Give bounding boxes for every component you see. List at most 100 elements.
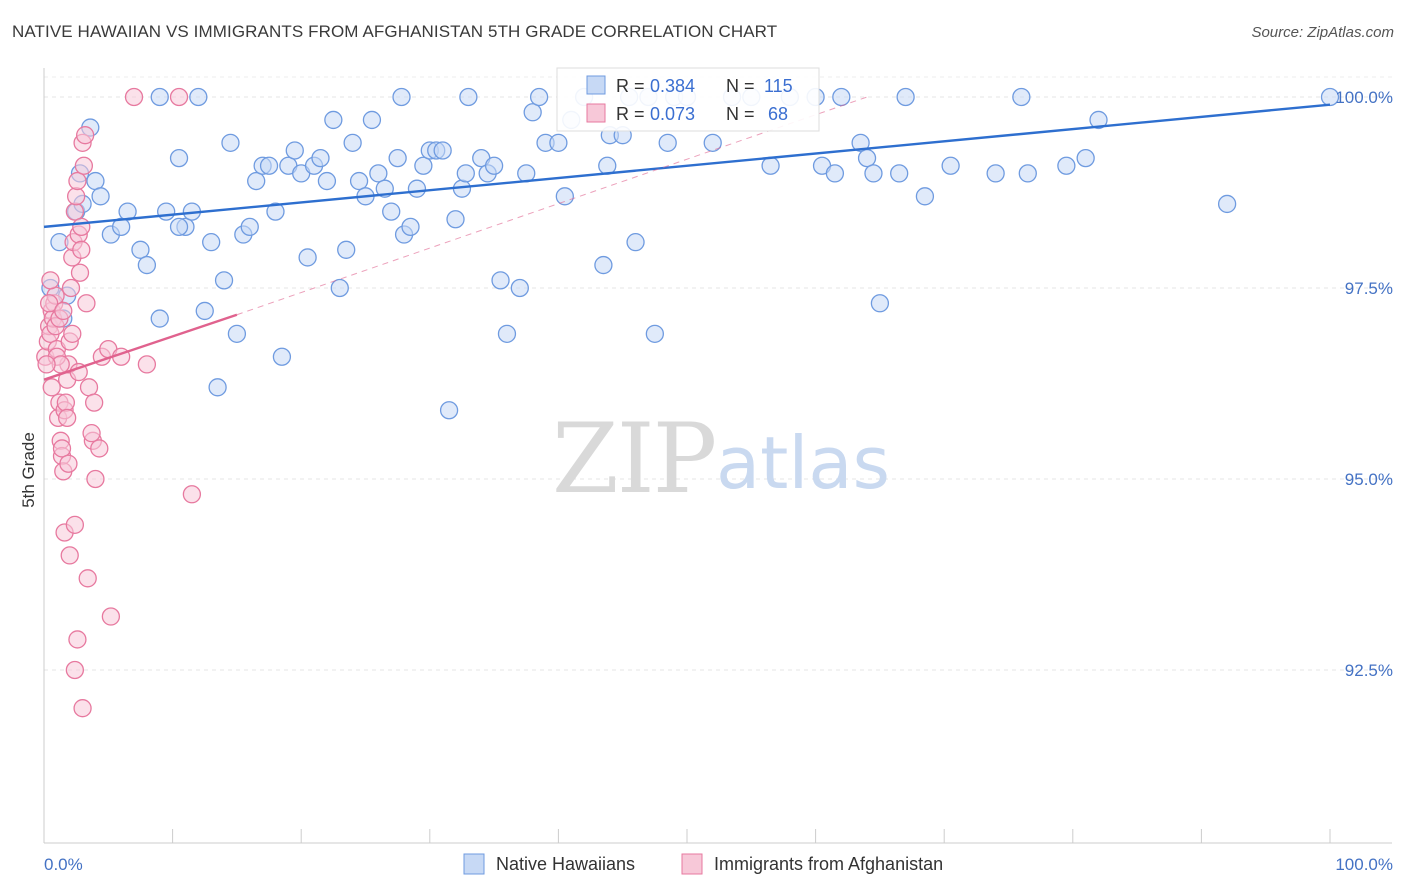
point-0-68 <box>549 133 568 152</box>
point-1-34 <box>86 469 105 489</box>
point-0-72 <box>594 255 613 275</box>
point-0-93 <box>915 187 935 206</box>
source-label: Source: ZipAtlas.com <box>1251 24 1394 41</box>
legend-swatch-pink <box>586 103 606 123</box>
point-1-44 <box>60 546 79 565</box>
point-1-43 <box>65 515 85 534</box>
point-0-108 <box>150 87 169 107</box>
point-1-49 <box>73 699 92 718</box>
point-0-34 <box>311 148 330 168</box>
chart-title: NATIVE HAWAIIAN VS IMMIGRANTS FROM AFGHA… <box>12 22 778 41</box>
series-1 <box>36 87 202 718</box>
point-0-48 <box>401 217 420 237</box>
point-1-22 <box>65 202 85 221</box>
gridlines <box>44 76 1392 671</box>
point-0-12 <box>150 309 169 328</box>
point-0-78 <box>658 133 677 152</box>
point-1-57 <box>82 424 101 443</box>
point-1-27 <box>72 240 91 259</box>
point-1-45 <box>78 569 97 588</box>
legend-n-label-1: N = <box>726 76 755 96</box>
point-0-27 <box>266 202 285 221</box>
legend-n-value-1: 115 <box>764 76 793 96</box>
point-0-116 <box>392 87 411 107</box>
point-0-58 <box>459 87 478 107</box>
point-0-6 <box>86 171 105 191</box>
point-0-13 <box>157 202 176 221</box>
point-1-26 <box>70 263 90 282</box>
legend-swatch-native-hawaiians <box>463 853 485 875</box>
point-1-15 <box>56 393 76 412</box>
point-0-35 <box>317 171 337 191</box>
point-0-28 <box>272 347 292 366</box>
trend-line-1 <box>43 313 238 381</box>
series-0 <box>41 87 1340 420</box>
point-1-50 <box>52 439 72 458</box>
point-0-91 <box>890 164 909 183</box>
x-tick-label-1: 100.0% <box>1335 855 1393 874</box>
point-0-26 <box>259 156 279 175</box>
point-1-47 <box>68 630 87 649</box>
y-tick-label-0: 100.0% <box>1335 88 1393 107</box>
point-0-69 <box>555 187 574 206</box>
legend-label-afghanistan: Immigrants from Afghanistan <box>714 854 943 874</box>
trend-line-0 <box>43 103 1331 229</box>
point-0-101 <box>1217 194 1237 214</box>
legend-label-native-hawaiians: Native Hawaiians <box>496 854 635 874</box>
point-0-39 <box>343 133 362 152</box>
point-1-61 <box>72 217 91 237</box>
legend-swatch-afghanistan <box>681 853 703 875</box>
tick-labels: 100.0% 97.5% 95.0% 92.5% 0.0% 100.0% <box>44 88 1393 874</box>
point-1-58 <box>90 439 109 458</box>
point-0-55 <box>446 210 465 229</box>
point-0-37 <box>330 278 349 298</box>
point-0-85 <box>825 164 845 183</box>
point-0-17 <box>202 233 221 252</box>
point-1-60 <box>54 301 73 321</box>
point-0-95 <box>986 164 1005 183</box>
data-points <box>36 87 1340 718</box>
point-1-31 <box>77 294 96 313</box>
point-0-63 <box>497 324 517 343</box>
trend-extension-1 <box>236 96 868 316</box>
stat-legend: R = 0.384 N = 115 R = 0.073 N = 68 <box>556 67 820 132</box>
point-0-94 <box>941 156 960 175</box>
watermark: ZIP atlas <box>552 403 890 515</box>
point-0-107 <box>189 87 208 107</box>
point-0-112 <box>761 156 780 175</box>
x-tick-label-0: 0.0% <box>44 855 83 874</box>
point-0-49 <box>407 179 427 198</box>
point-0-46 <box>388 148 407 168</box>
point-0-90 <box>870 294 890 313</box>
point-0-36 <box>324 110 343 130</box>
point-0-21 <box>227 324 247 343</box>
point-0-14 <box>169 148 189 168</box>
point-0-114 <box>529 87 549 107</box>
point-1-38 <box>124 87 144 107</box>
point-0-54 <box>439 401 459 420</box>
watermark-zip: ZIP <box>552 403 715 515</box>
point-0-40 <box>349 171 369 191</box>
trend-lines <box>43 96 1331 381</box>
point-0-57 <box>456 164 475 183</box>
point-1-41 <box>182 485 202 504</box>
watermark-atlas: atlas <box>716 421 890 505</box>
point-0-24 <box>247 171 266 191</box>
point-1-29 <box>74 156 94 175</box>
point-0-23 <box>240 217 259 237</box>
point-1-19 <box>61 278 81 298</box>
axes <box>43 68 1392 844</box>
point-1-30 <box>76 126 95 145</box>
point-0-10 <box>131 240 150 259</box>
point-1-64 <box>85 393 104 412</box>
point-0-97 <box>1018 164 1037 183</box>
point-0-64 <box>510 278 529 298</box>
legend-r-label-2: R = <box>616 104 645 124</box>
point-0-98 <box>1057 156 1076 175</box>
series-legend: Native Hawaiians Immigrants from Afghani… <box>463 853 943 875</box>
legend-swatch-blue <box>586 75 606 95</box>
point-0-87 <box>851 133 870 152</box>
y-axis-title: 5th Grade <box>19 432 38 508</box>
point-1-65 <box>37 355 56 374</box>
